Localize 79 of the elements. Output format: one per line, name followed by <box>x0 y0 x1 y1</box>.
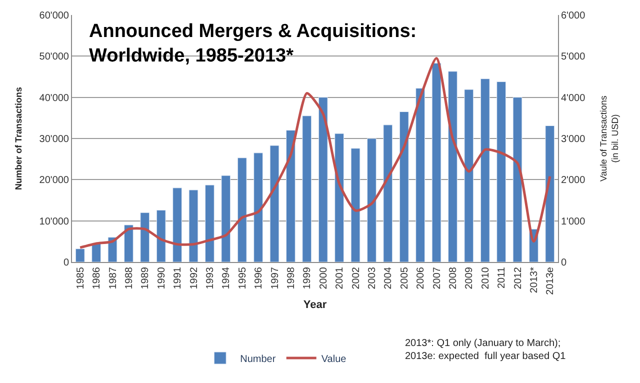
bar <box>464 89 474 262</box>
x-tick-label: 1994 <box>221 266 232 290</box>
x-tick-label: 2000 <box>318 266 330 290</box>
x-tick-label: 1992 <box>188 266 200 290</box>
bar <box>75 248 85 262</box>
y-tick-label: 10'000 <box>39 216 70 228</box>
bar <box>124 224 134 262</box>
x-tick-label: 1987 <box>108 266 119 290</box>
bar <box>383 124 393 262</box>
y2-tick-label: 2'000 <box>561 175 586 186</box>
bar <box>545 125 555 262</box>
bar <box>480 78 490 262</box>
x-tick-label: 1991 <box>172 266 184 290</box>
x-tick-label: 1989 <box>140 266 152 290</box>
bar <box>350 148 360 262</box>
bar <box>448 71 458 262</box>
y2-tick-label: 0 <box>561 258 567 268</box>
x-tick-label: 2013* <box>528 266 540 294</box>
x-tick-label: 1988 <box>124 266 135 290</box>
bar <box>254 152 264 262</box>
bar <box>172 188 182 262</box>
y2-axis-title: Vaule of Transactions (in bil. USD) <box>598 95 620 182</box>
bar <box>188 190 198 262</box>
y-axis-title: Number of Transactions <box>14 86 24 190</box>
y-tick-label: 50'000 <box>39 52 70 63</box>
bar <box>140 212 150 262</box>
x-tick-label: 1999 <box>302 266 314 290</box>
bar <box>221 175 231 262</box>
x-tick-label: 2012 <box>512 266 524 290</box>
y-tick-label: 0 <box>63 258 70 268</box>
x-tick-label: 2006 <box>416 266 427 290</box>
bar <box>237 158 247 262</box>
bar <box>302 116 312 262</box>
y2-tick-label: 4'000 <box>561 92 586 104</box>
x-tick-label: 1998 <box>286 266 297 290</box>
x-tick-label: 2003 <box>366 266 378 290</box>
bar <box>286 130 296 262</box>
x-tick-label: 2009 <box>464 266 476 290</box>
legend-label: Number <box>240 354 276 365</box>
y2-tick-label: 6'000 <box>561 10 586 22</box>
bar <box>156 210 166 262</box>
x-tick-label: 1986 <box>92 266 103 290</box>
x-tick-label: 1996 <box>254 266 265 290</box>
x-tick-label: 2007 <box>432 266 443 290</box>
bar <box>270 145 280 262</box>
bar <box>204 184 214 262</box>
bar <box>432 62 442 262</box>
x-tick-label: 2011 <box>496 266 508 289</box>
bar <box>318 97 328 262</box>
y2-tick-label: 3'000 <box>561 134 586 145</box>
x-tick-label: 2013e <box>545 266 556 295</box>
text: 2013*: Q1 only (January to March); 2013e: expected full year based Q1 <box>405 338 566 362</box>
y2-tick-label: 1'000 <box>561 216 586 228</box>
x-tick-label: 2010 <box>480 266 492 290</box>
y-tick-label: 30'000 <box>39 134 70 145</box>
x-tick-label: 1997 <box>270 266 281 290</box>
y2-tick-label: 5'000 <box>561 52 586 63</box>
bar <box>512 97 522 262</box>
x-tick-label: 1990 <box>156 266 168 290</box>
bar <box>399 111 409 262</box>
x-tick-label: 1985 <box>75 266 86 290</box>
bar <box>334 133 344 262</box>
y-tick-label: 40'000 <box>39 92 70 104</box>
x-tick-label: 2004 <box>383 266 394 290</box>
x-tick-label: 2001 <box>334 266 346 290</box>
y-tick-label: 60'000 <box>39 10 70 22</box>
x-axis-title: Year <box>303 299 328 312</box>
y-tick-label: 20'000 <box>39 175 70 186</box>
bar <box>416 88 426 262</box>
bar <box>367 138 376 262</box>
x-tick-label: 1993 <box>204 266 216 290</box>
x-tick-label: 2002 <box>350 266 362 290</box>
x-tick-label: 2005 <box>399 266 410 290</box>
bar <box>92 243 101 262</box>
legend-label: Value <box>321 354 347 365</box>
x-tick-label: 2008 <box>448 266 459 290</box>
x-tick-label: 1995 <box>237 266 248 290</box>
text: Announced Mergers & Acquisitions: Worldwide, 1985-2013* <box>89 21 417 67</box>
bar <box>496 81 506 262</box>
